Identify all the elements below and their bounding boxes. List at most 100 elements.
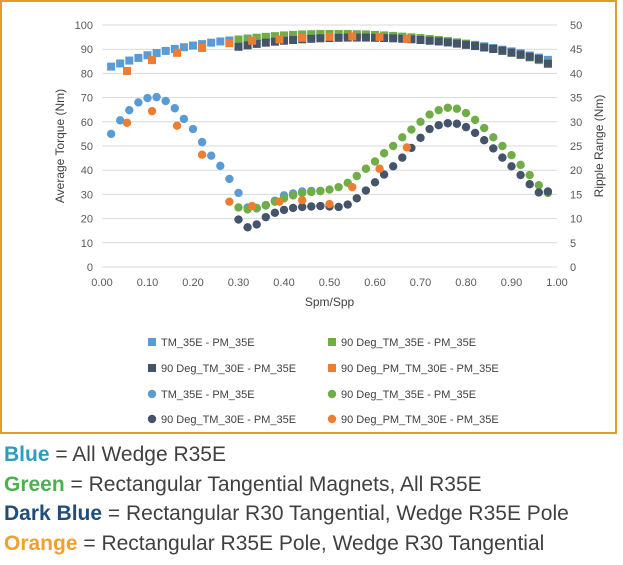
data-point [498, 46, 507, 55]
data-point [325, 32, 334, 41]
data-point [197, 150, 207, 159]
x-tick-label: 0.80 [455, 277, 476, 289]
data-point [434, 105, 443, 115]
data-point [134, 53, 143, 62]
data-point [389, 34, 398, 43]
data-point [416, 133, 425, 142]
data-point [275, 35, 284, 44]
y2-tick-label: 10 [570, 214, 582, 226]
caption-text-orange: = Rectangular R35E Pole, Wedge R30 Tange… [77, 531, 545, 555]
legend-marker [148, 338, 156, 346]
data-point [471, 42, 480, 51]
y-tick-label: 30 [81, 189, 93, 201]
data-point [134, 98, 143, 107]
data-point [298, 33, 307, 42]
data-point [216, 161, 225, 171]
data-point [234, 36, 243, 45]
data-point [348, 182, 357, 192]
data-point [143, 51, 152, 60]
data-point [343, 200, 352, 209]
data-point [172, 121, 182, 130]
data-point [170, 104, 179, 113]
data-point [370, 157, 380, 166]
caption-orange: Orange = Rectangular R35E Pole, Wedge R3… [4, 529, 623, 559]
data-point [247, 201, 257, 211]
series-2 [234, 33, 552, 68]
x-tick-label: 0.40 [273, 277, 294, 289]
data-point [398, 34, 407, 43]
data-point [275, 197, 284, 206]
data-point [452, 119, 462, 128]
data-point [361, 33, 370, 42]
x-tick-label: 0.30 [228, 277, 249, 289]
data-point [122, 118, 132, 127]
data-point [534, 181, 543, 190]
data-point [270, 37, 279, 46]
legend-marker [147, 389, 157, 399]
data-point [461, 108, 471, 118]
y-axis-title: Average Torque (Nm) [53, 89, 67, 203]
data-point [352, 33, 361, 42]
data-point [416, 36, 425, 45]
data-point [534, 54, 543, 63]
gridlines [102, 24, 557, 268]
data-point [375, 164, 384, 173]
data-point [207, 151, 216, 160]
data-point [107, 62, 116, 71]
x-tick-label: 0.20 [182, 277, 203, 289]
caption-key-green: Green [4, 472, 65, 496]
x-tick-label: 0.90 [501, 277, 522, 289]
data-point [516, 160, 525, 170]
data-point [498, 141, 507, 151]
data-point [398, 133, 407, 142]
data-point [416, 117, 425, 127]
data-point [116, 116, 125, 125]
data-point [425, 110, 434, 119]
data-point [225, 174, 234, 184]
y2-tick-label: 35 [570, 93, 582, 105]
legend-label: 90 Deg_PM_TM_30E - PM_35E [341, 363, 499, 375]
data-point [361, 164, 371, 173]
data-points [106, 29, 553, 232]
data-point [361, 186, 371, 195]
data-point [380, 34, 389, 43]
series-5 [234, 103, 553, 214]
data-point [379, 170, 389, 179]
data-point [407, 35, 416, 44]
data-point [507, 162, 516, 171]
x-axis-title: Spm/Spp [305, 295, 355, 309]
data-point [270, 208, 280, 217]
legend-label: 90 Deg_TM_30E - PM_35E [161, 363, 296, 375]
color-key-captions: Blue = All Wedge R35E Green = Rectangula… [4, 440, 623, 558]
data-point [252, 39, 261, 48]
y-tick-label: 70 [81, 93, 93, 105]
y-tick-label: 20 [81, 214, 93, 226]
caption-key-orange: Orange [4, 531, 78, 555]
data-point [307, 34, 316, 43]
series-7 [122, 106, 412, 211]
data-point [543, 59, 552, 68]
data-point [461, 122, 471, 132]
data-point [334, 33, 343, 42]
y2-tick-label: 5 [570, 238, 576, 250]
data-point [470, 128, 480, 138]
data-point [316, 186, 325, 196]
data-point [298, 202, 307, 212]
legend-label: 90 Deg_PM_TM_30E - PM_35E [341, 414, 499, 426]
data-point [443, 103, 452, 112]
data-point [407, 125, 416, 134]
data-point [279, 205, 289, 215]
caption-text-dark-blue: = Rectangular R30 Tangential, Wedge R35E… [102, 502, 569, 525]
y-tick-label: 60 [81, 117, 93, 129]
data-point [298, 188, 307, 198]
x-tick-label: 0.60 [364, 277, 385, 289]
x-tick-label: 0.00 [91, 277, 112, 289]
axes: 0 10 20 30 40 50 60 70 80 90 100 0 5 10 15 20 25 30 35 40 45… [53, 20, 606, 309]
data-point [489, 44, 498, 53]
data-point [152, 49, 161, 58]
legend-label: 90 Deg_TM_35E - PM_35E [341, 337, 476, 349]
y-tick-label: 40 [81, 165, 93, 177]
data-point [148, 56, 157, 65]
data-point [348, 32, 357, 41]
legend: TM_35E - PM_35E 90 Deg_TM_35E - PM_35E 90 … [147, 337, 499, 426]
